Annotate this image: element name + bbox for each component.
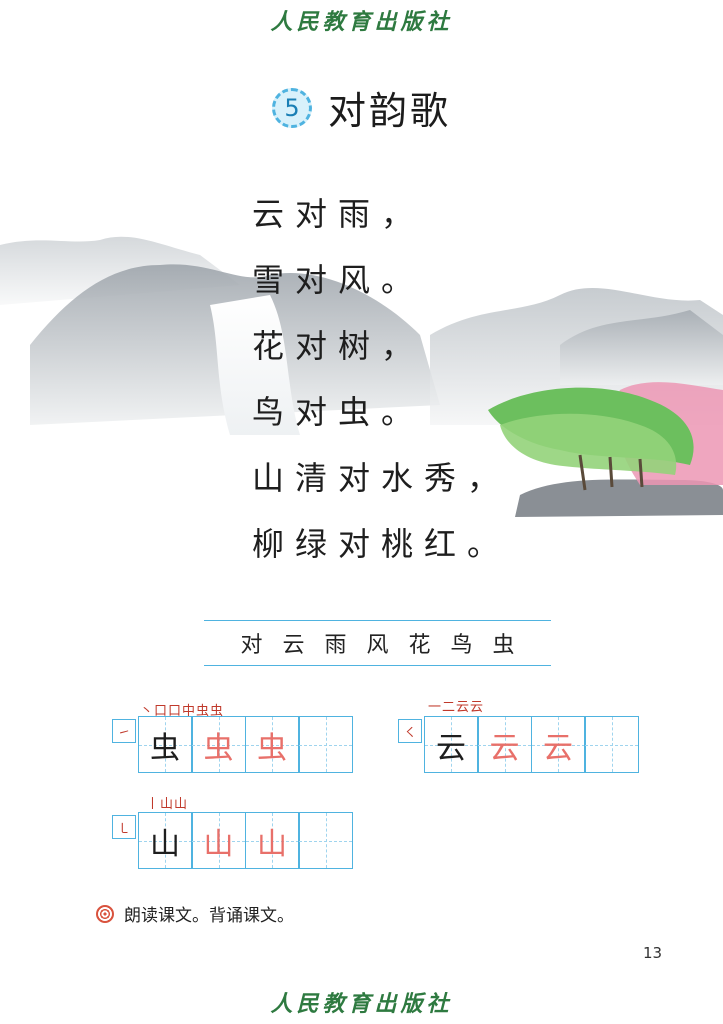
- willow-tree: [488, 387, 694, 491]
- lesson-title: 对韵歌: [327, 89, 451, 133]
- writing-cell-empty: [298, 812, 353, 869]
- writing-cell: 云: [423, 716, 479, 773]
- writing-cell: 云: [530, 716, 586, 773]
- writing-cell: 山: [244, 812, 300, 869]
- exercise-instruction: 朗读课文。背诵课文。: [96, 901, 294, 926]
- writing-grid-yun: ㇛ 云 云 云: [398, 716, 639, 773]
- writing-cell: 虫: [244, 716, 300, 773]
- poem-line: 鸟对虫。: [252, 393, 425, 431]
- publisher-footer: 人民教育出版社: [270, 991, 453, 1017]
- waterfall: [210, 295, 300, 435]
- lesson-number-badge: 5: [271, 87, 312, 128]
- poem-line: 雪对风。: [252, 261, 425, 299]
- rock-base: [515, 479, 723, 517]
- mountain-right-peak: [560, 310, 723, 385]
- writing-cell: 虫: [191, 716, 246, 773]
- publisher-header: 人民教育出版社: [270, 9, 453, 35]
- writing-cell: 虫: [137, 716, 193, 773]
- exercise-text: 朗读课文。背诵课文。: [124, 906, 294, 926]
- writing-cell: 山: [137, 812, 193, 869]
- poem-line: 山清对水秀，: [252, 459, 511, 497]
- first-stroke-box: ㇀: [112, 719, 136, 743]
- stroke-order-chong: 丶口口中虫虫: [140, 704, 225, 719]
- lesson-heading: 5 对韵歌: [0, 80, 723, 135]
- poem-text: 云对雨， 雪对风。 花对树， 鸟对虫。 山清对水秀， 柳绿对桃红。: [252, 185, 510, 581]
- first-stroke-box: ㇄: [112, 815, 136, 839]
- stroke-order-yun: 一二云云: [428, 700, 485, 715]
- seal-icon: [96, 904, 114, 923]
- first-stroke-box: ㇛: [398, 719, 422, 743]
- stroke-order-shan: 丨山山: [146, 797, 189, 812]
- writing-cell-empty: [584, 716, 639, 773]
- writing-grid-chong: ㇀ 虫 虫 虫: [112, 716, 353, 773]
- vocabulary-bar: 对云雨风花鸟虫: [204, 620, 551, 666]
- poem-line: 云对雨，: [252, 195, 425, 233]
- page-number: 13: [643, 944, 663, 962]
- poem-line: 花对树，: [252, 327, 425, 365]
- writing-grid-shan: ㇄ 山 山 山: [112, 812, 353, 869]
- writing-cell: 云: [477, 716, 532, 773]
- writing-cell: 山: [191, 812, 246, 869]
- writing-cell-empty: [298, 716, 353, 773]
- landscape-illustration: [0, 236, 723, 517]
- poem-line: 柳绿对桃红。: [252, 525, 511, 563]
